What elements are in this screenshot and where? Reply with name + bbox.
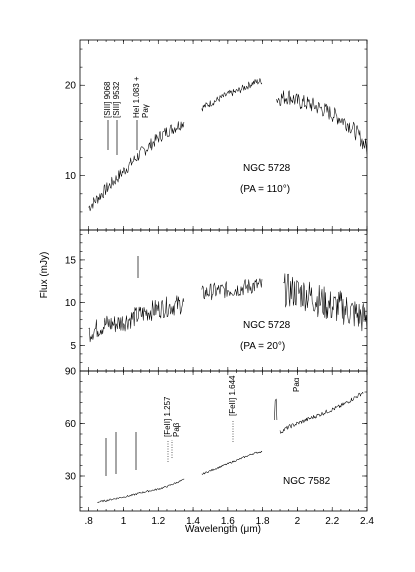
label-hei-1083: HeI 1.083 +	[132, 76, 141, 118]
spectrum-p3-seg3	[279, 392, 364, 434]
panel2-pa-label: (PA = 20°)	[240, 341, 285, 352]
x-tick-label: 2.2	[325, 516, 339, 527]
y-tick-label: 15	[65, 255, 77, 266]
spectrum-p2-seg2	[201, 278, 263, 301]
spectrum-p2-seg3	[283, 273, 368, 332]
label-feii-1644: [FeII] 1.644	[228, 375, 237, 416]
label-feii-1257: [FeII] 1.257	[163, 396, 172, 437]
label-siii-9068: [SIII] 9068	[103, 81, 112, 118]
x-tick-label: 1	[121, 516, 127, 527]
y-tick-label: 90	[65, 367, 77, 378]
x-tick-label: 1.2	[151, 516, 165, 527]
panel2-galaxy-label: NGC 5728	[243, 320, 291, 331]
spectrum-p3-seg1	[97, 478, 185, 503]
label-pa-beta: Paβ	[172, 422, 181, 437]
y-ticks: 10 20 5 10 15 30 60 90	[65, 48, 367, 508]
y-tick-label: 20	[65, 81, 77, 92]
spectra	[88, 78, 368, 503]
panel1-galaxy-label: NGC 5728	[243, 163, 291, 174]
x-tick-label: .8	[85, 516, 94, 527]
x-axis-label: Wavelength (μm)	[185, 524, 261, 535]
x-tick-label: 1.6	[221, 516, 235, 527]
y-tick-label: 5	[70, 341, 76, 352]
spectrum-p1-seg1	[88, 121, 185, 212]
y-tick-label: 30	[65, 472, 77, 483]
x-tick-label: 2.4	[360, 516, 374, 527]
spectrum-p1-seg3	[276, 90, 368, 155]
spectrum-pa-alpha-peak	[274, 398, 278, 421]
y-axis-label: Flux (mJy)	[39, 252, 50, 299]
panel3-galaxy-label: NGC 7582	[283, 476, 331, 487]
panel-frame-3	[79, 370, 368, 512]
x-tick-label: 1.8	[256, 516, 270, 527]
x-tick-label: 1.4	[186, 516, 200, 527]
x-tick-label: 2	[295, 516, 301, 527]
spectrum-p2-seg1	[88, 295, 185, 343]
x-ticks: .8 1 1.2 1.4 1.6 1.8 2 2.2 2.4	[85, 40, 374, 527]
panel-frame-1	[79, 39, 368, 231]
y-tick-label: 10	[65, 171, 77, 182]
spectrum-p3-seg2	[201, 450, 263, 475]
label-siii-9532: [SIII] 9532	[112, 81, 121, 118]
label-pa-gamma: Paγ	[141, 104, 150, 118]
panel1-pa-label: (PA = 110°)	[240, 184, 290, 195]
spectrum-p1-seg2	[201, 78, 263, 112]
label-pa-alpha: Paα	[292, 377, 301, 392]
y-tick-label: 60	[65, 419, 77, 430]
y-tick-label: 10	[65, 298, 77, 309]
line-markers	[105, 120, 234, 476]
